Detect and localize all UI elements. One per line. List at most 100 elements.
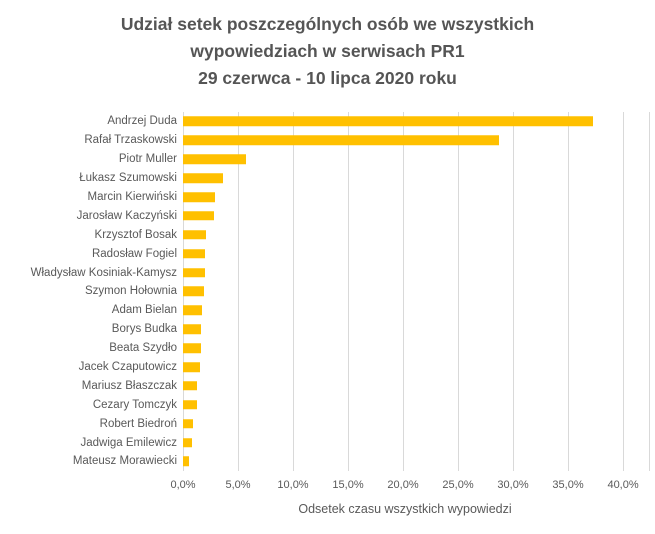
bar <box>183 286 204 297</box>
category-label: Beata Szydło <box>109 342 177 355</box>
bar-track <box>183 131 650 150</box>
chart-row: Beata Szydło <box>0 339 650 358</box>
category-label: Rafał Trzaskowski <box>84 134 177 147</box>
bar <box>183 456 189 467</box>
category-label: Mateusz Morawiecki <box>72 455 177 468</box>
bar-track <box>183 376 650 395</box>
x-tick-label: 0,0% <box>170 479 196 491</box>
bar <box>183 173 223 183</box>
gridline-vertical <box>568 112 570 471</box>
chart-row: Andrzej Duda <box>0 112 650 131</box>
bar-track <box>183 112 650 131</box>
gridline-vertical <box>623 112 625 471</box>
bar-track <box>183 358 650 377</box>
category-label: Piotr Muller <box>118 153 177 166</box>
bar <box>183 400 198 410</box>
bar-track <box>183 206 650 225</box>
chart-rows: Andrzej Duda Rafał Trzaskowski Piotr Mulle… <box>0 112 650 471</box>
bar-track <box>183 301 650 320</box>
chart-title-line-2: wypowiedziach w serwisach PR1 <box>190 41 465 61</box>
x-axis: 0,0% 5,0% 10,0% 15,0% 20,0% 25,0% 30,0% 35,0% 40… <box>170 479 650 493</box>
bar <box>183 437 192 448</box>
gridline-vertical <box>348 112 350 471</box>
bar <box>183 362 200 372</box>
chart-row: Adam Bielan <box>0 301 650 320</box>
bar <box>183 116 594 127</box>
x-tick-label: 40,0% <box>607 479 639 491</box>
bar <box>183 248 205 259</box>
bar-track <box>183 169 650 188</box>
category-label: Łukasz Szumowski <box>79 172 177 185</box>
category-label: Jacek Czaputowicz <box>78 361 177 374</box>
bar <box>183 154 246 164</box>
chart-row: Radosław Fogiel <box>0 244 650 263</box>
chart-row: Łukasz Szumowski <box>0 169 650 188</box>
bar-track <box>183 433 650 452</box>
bar-track <box>183 395 650 414</box>
category-label: Marcin Kierwiński <box>87 191 177 203</box>
chart-row: Jarosław Kaczyński <box>0 206 650 225</box>
x-tick-label: 20,0% <box>387 479 419 491</box>
x-tick-label: 35,0% <box>552 479 584 491</box>
x-tick-label: 15,0% <box>332 479 364 491</box>
bar <box>183 267 205 278</box>
category-label: Adam Bielan <box>111 304 177 317</box>
gridline-vertical <box>458 112 460 471</box>
bar <box>183 230 207 240</box>
x-tick-label: 25,0% <box>442 479 474 491</box>
bar <box>183 418 193 429</box>
x-tick-label: 5,0% <box>225 479 251 491</box>
chart-row: Mateusz Morawiecki <box>0 452 650 471</box>
chart-row: Cezary Tomczyk <box>0 395 650 414</box>
chart-row: Marcin Kierwiński <box>0 188 650 207</box>
bar <box>183 381 198 391</box>
bar <box>183 324 201 334</box>
chart-row: Mariusz Błaszczak <box>0 376 650 395</box>
bar <box>183 211 214 221</box>
chart-row: Piotr Muller <box>0 150 650 169</box>
bar <box>183 343 201 353</box>
bar-track <box>183 320 650 339</box>
category-label: Jarosław Kaczyński <box>76 209 177 222</box>
bar-track <box>183 282 650 301</box>
category-label: Borys Budka <box>111 323 177 336</box>
chart-title-line-3: 29 czerwca - 10 lipca 2020 roku <box>198 68 457 88</box>
x-tick-label: 30,0% <box>497 479 529 491</box>
bar <box>183 135 499 146</box>
chart-row: Robert Biedroń <box>0 414 650 433</box>
bar <box>183 305 202 316</box>
category-label: Władysław Kosiniak-Kamysz <box>30 266 177 279</box>
bar <box>183 192 215 202</box>
plot-right-border <box>649 112 650 471</box>
chart-row: Jadwiga Emilewicz <box>0 433 650 452</box>
bar-track <box>183 414 650 433</box>
bar-track <box>183 339 650 358</box>
x-axis-title: Odsetek czasu wszystkich wypowiedzi <box>298 502 512 516</box>
chart-title-line-1: Udział setek poszczególnych osób we wszy… <box>120 14 535 34</box>
gridline-vertical <box>513 112 515 471</box>
category-label: Radosław Fogiel <box>91 247 177 260</box>
category-label: Krzysztof Bosak <box>94 228 177 241</box>
category-label: Jadwiga Emilewicz <box>80 436 177 449</box>
chart-row: Szymon Hołownia <box>0 282 650 301</box>
chart-row: Rafał Trzaskowski <box>0 131 650 150</box>
category-label: Cezary Tomczyk <box>92 398 177 411</box>
bar-track <box>183 244 650 263</box>
x-tick-label: 10,0% <box>277 479 309 491</box>
bar-track <box>183 263 650 282</box>
chart-row: Władysław Kosiniak-Kamysz <box>0 263 650 282</box>
chart-row: Borys Budka <box>0 320 650 339</box>
category-label: Andrzej Duda <box>107 115 177 128</box>
category-label: Robert Biedroń <box>99 417 177 430</box>
bar-track <box>183 188 650 207</box>
bar-track <box>183 225 650 244</box>
chart-row: Jacek Czaputowicz <box>0 358 650 377</box>
category-label: Szymon Hołownia <box>84 285 177 298</box>
gridline-vertical <box>403 112 405 471</box>
bar-track <box>183 452 650 471</box>
category-label: Mariusz Błaszczak <box>81 379 177 392</box>
gridline-vertical <box>238 112 239 471</box>
gridline-vertical <box>293 112 294 471</box>
bar-track <box>183 150 650 169</box>
